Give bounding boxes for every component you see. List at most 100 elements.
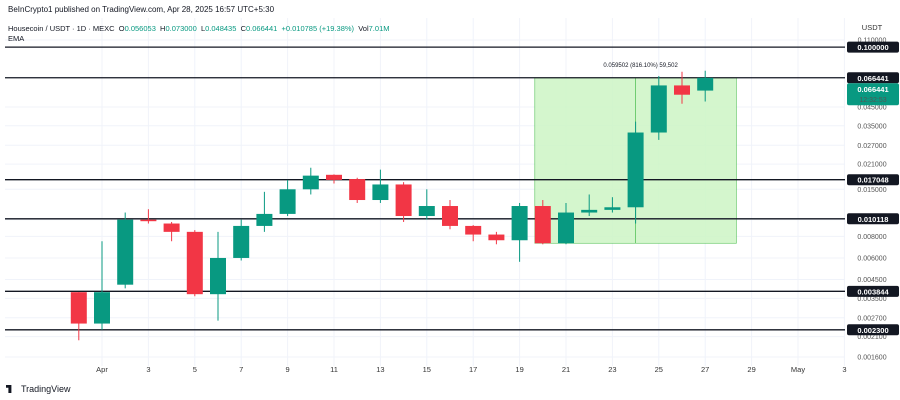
candle-bullish[interactable] [210,231,226,321]
candle-body [511,206,528,241]
candle-body [442,206,458,226]
candle-body [558,212,574,244]
x-tick-label: 29 [747,365,755,374]
candle-bearish[interactable] [326,174,342,184]
candle-bullish[interactable] [117,212,134,289]
candle-body [627,132,644,208]
level-price-badge [847,285,899,297]
low-value: 0.048435 [205,24,237,33]
candle-bullish[interactable] [94,241,110,330]
candle-bearish[interactable] [70,292,87,341]
x-tick-label: May [791,365,805,374]
candle-body [465,225,482,235]
x-tick-label: 7 [239,365,243,374]
candle-bullish[interactable] [604,197,621,213]
x-tick-label: 23 [608,365,616,374]
y-tick-label: 0.045000 [857,104,886,111]
candle-body [117,219,134,285]
candle-body [534,206,551,244]
level-price-badge-text: 0.010118 [858,215,889,224]
candle-body [210,257,226,295]
level-price-badge-text: 0.003844 [857,287,889,296]
x-tick-label: Apr [96,365,108,374]
x-tick-label: 25 [655,365,663,374]
y-tick-label: 0.002100 [857,334,886,341]
y-tick-label: 0.027000 [857,143,886,150]
candle-bearish[interactable] [442,200,458,230]
x-tick-label: 15 [423,365,431,374]
level-price-badge [847,213,899,225]
candle-bullish[interactable] [256,191,273,232]
candle-bearish[interactable] [349,177,366,203]
candle-bearish[interactable] [140,209,157,224]
candle-bullish[interactable] [511,202,528,262]
candle-body [233,225,250,258]
candle-body [186,231,203,295]
candle-bearish[interactable] [163,221,180,242]
high-label: H [160,24,166,33]
candle-body [372,184,389,201]
candle-bearish[interactable] [186,230,203,297]
countdown-text: 12:32:53 [859,97,886,104]
level-price-badge [847,174,899,186]
candle-body [650,85,667,133]
candle-body [279,189,296,214]
candle-bullish[interactable] [233,219,250,261]
candle-bullish[interactable] [650,76,667,140]
x-tick-label: 13 [376,365,384,374]
y-tick-label: 0.003500 [857,296,886,303]
measure-label: 0.059502 (816.10%) 59,502 [603,63,678,69]
y-tick-label: 0.015000 [857,187,886,194]
candle-body [302,175,319,190]
published-caption: BeInCrypto1 published on TradingView.com… [8,5,275,14]
candle-bearish[interactable] [674,71,690,104]
y-tick-label: 0.006000 [857,255,886,262]
tradingview-logo-icon [6,385,12,393]
candle-body [674,85,690,95]
symbol-name[interactable]: Housecoin / USDT · 1D · MEXC [8,24,115,33]
y-tick-label: 0.110000 [858,38,887,45]
candle-body [163,223,180,232]
candle-body [488,234,505,241]
candle-bullish[interactable] [372,169,389,203]
candle-body [70,292,87,324]
ema-indicator-label[interactable]: EMA [8,34,25,43]
candle-body [349,179,366,201]
candle-body [140,219,157,222]
candle-bullish[interactable] [302,167,319,195]
last-price-text: 0.066441 [857,85,888,94]
high-value: 0.073000 [165,24,197,33]
candle-body [94,292,110,324]
candle-body [395,184,412,217]
candle-bearish[interactable] [534,200,551,245]
volume-value: 7.01M [368,24,390,33]
candle-body [256,213,273,226]
candle-bullish[interactable] [418,189,435,220]
x-tick-label: 11 [330,365,338,374]
change-value: +0.010785 (+19.38%) [281,24,355,33]
candle-bullish[interactable] [558,202,574,245]
currency-label: USDT [862,23,883,32]
candle-bearish[interactable] [465,225,482,242]
candle-bearish[interactable] [395,182,412,222]
candle-bullish[interactable] [627,121,644,224]
y-tick-label: 0.002700 [857,315,886,322]
low-label: L [200,24,206,33]
candle-bearish[interactable] [488,231,505,245]
x-tick-label: 17 [469,365,477,374]
candle-body [581,209,598,213]
y-tick-label: 0.021000 [857,162,886,169]
candle-bullish[interactable] [279,179,296,217]
symbol-info-bar: Housecoin / USDT · 1D · MEXC O0.056053 H… [8,24,390,33]
candle-bullish[interactable] [697,70,714,102]
candle-bullish[interactable] [581,194,598,217]
level-price-badge [847,324,899,336]
x-tick-label: 3 [146,365,150,374]
tradingview-logo[interactable]: TradingView [6,384,71,394]
candle-body [418,206,435,217]
level-price-badge-text: 0.100000 [857,43,888,52]
close-value: 0.066441 [246,24,278,33]
level-price-badge [847,72,899,84]
x-tick-label: 27 [701,365,709,374]
